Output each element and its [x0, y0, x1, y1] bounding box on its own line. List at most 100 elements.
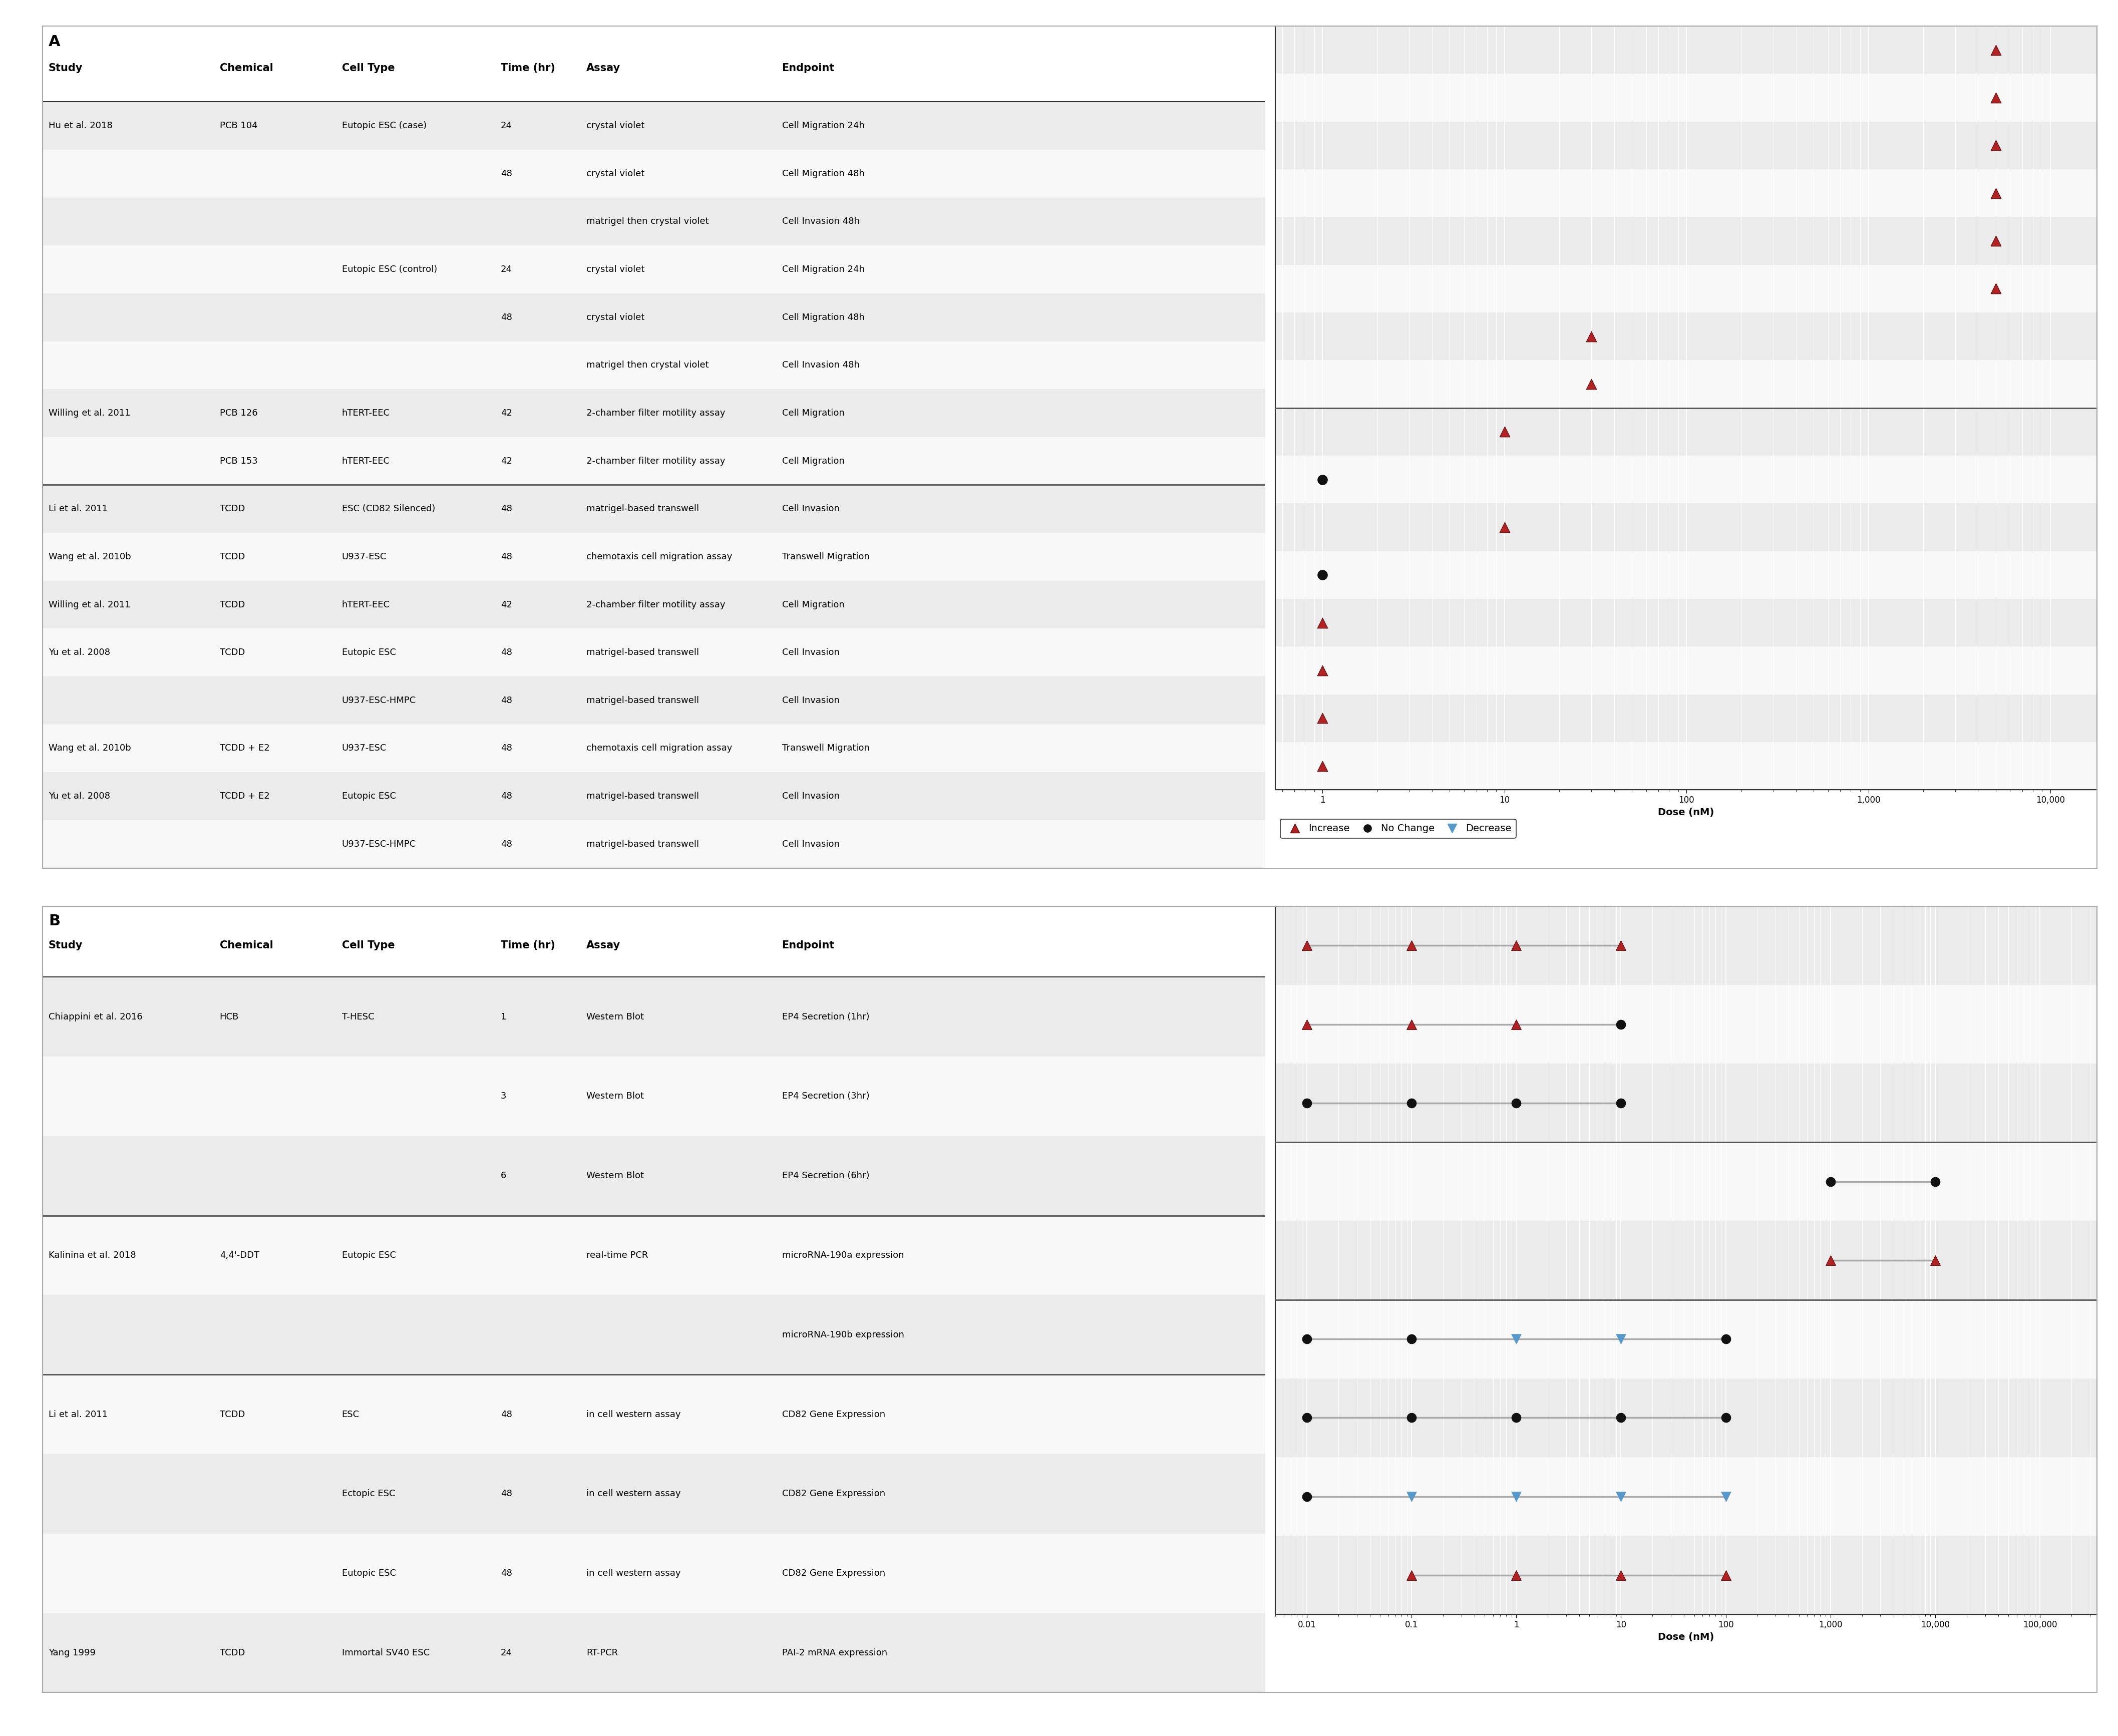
Point [1394, 1010, 1428, 1038]
Text: 48: 48 [500, 648, 513, 656]
Text: B: B [49, 915, 59, 929]
Text: PAI-2 mRNA expression: PAI-2 mRNA expression [782, 1649, 887, 1658]
Text: 48: 48 [500, 312, 513, 321]
Text: matrigel-based transwell: matrigel-based transwell [587, 505, 699, 514]
Text: matrigel-based transwell: matrigel-based transwell [587, 792, 699, 800]
Text: TCDD: TCDD [220, 1410, 246, 1418]
Text: TCDD + E2: TCDD + E2 [220, 792, 269, 800]
Text: TCDD: TCDD [220, 601, 246, 609]
Text: Cell Migration: Cell Migration [782, 408, 845, 418]
Bar [1275, 1536, 2097, 1614]
Point [1290, 1088, 1324, 1116]
Text: microRNA-190a expression: microRNA-190a expression [782, 1250, 904, 1260]
Bar [1275, 75, 2097, 122]
Text: Cell Invasion: Cell Invasion [782, 792, 839, 800]
Point [1500, 932, 1533, 960]
Bar [1275, 1064, 2097, 1142]
Text: matrigel-based transwell: matrigel-based transwell [587, 696, 699, 705]
Text: TCDD: TCDD [220, 505, 246, 514]
Point [1603, 1325, 1637, 1352]
Text: EP4 Secretion (3hr): EP4 Secretion (3hr) [782, 1092, 868, 1101]
Text: 24: 24 [500, 266, 513, 274]
Text: U937-ESC: U937-ESC [341, 552, 388, 561]
Bar [42, 245, 1264, 293]
Text: 3: 3 [500, 1092, 506, 1101]
Text: 48: 48 [500, 552, 513, 561]
Point [1919, 1246, 1953, 1274]
Text: Yu et al. 2008: Yu et al. 2008 [49, 792, 110, 800]
Text: crystal violet: crystal violet [587, 266, 644, 274]
Text: U937-ESC-HMPC: U937-ESC-HMPC [341, 696, 415, 705]
Point [1394, 1404, 1428, 1432]
Point [1574, 370, 1608, 398]
Text: ESC (CD82 Silenced): ESC (CD82 Silenced) [341, 505, 434, 514]
Text: Endpoint: Endpoint [782, 62, 834, 73]
Text: HCB: HCB [220, 1012, 239, 1021]
Text: Li et al. 2011: Li et al. 2011 [49, 505, 108, 514]
Text: Assay: Assay [587, 62, 621, 73]
X-axis label: Dose (nM): Dose (nM) [1658, 807, 1713, 818]
Text: 42: 42 [500, 457, 513, 465]
Text: 2-chamber filter motility assay: 2-chamber filter motility assay [587, 457, 724, 465]
Text: Cell Invasion: Cell Invasion [782, 696, 839, 705]
Text: hTERT-EEC: hTERT-EEC [341, 408, 390, 418]
Bar [1275, 264, 2097, 312]
Text: 1: 1 [500, 1012, 506, 1021]
Text: 42: 42 [500, 601, 513, 609]
Point [1603, 1561, 1637, 1588]
Text: EP4 Secretion (1hr): EP4 Secretion (1hr) [782, 1012, 868, 1021]
Bar [42, 1295, 1264, 1375]
Text: matrigel then crystal violet: matrigel then crystal violet [587, 361, 710, 370]
Bar [42, 198, 1264, 245]
Text: Study: Study [49, 941, 83, 951]
Text: hTERT-EEC: hTERT-EEC [341, 601, 390, 609]
Point [1290, 1404, 1324, 1432]
Bar [1275, 122, 2097, 168]
Bar [42, 1613, 1264, 1693]
Bar [42, 102, 1264, 149]
Text: Chemical: Chemical [220, 62, 273, 73]
Text: Assay: Assay [587, 941, 621, 951]
Text: T-HESC: T-HESC [341, 1012, 375, 1021]
Bar [42, 293, 1264, 342]
Point [1500, 1404, 1533, 1432]
Text: Kalinina et al. 2018: Kalinina et al. 2018 [49, 1250, 136, 1260]
Text: CD82 Gene Expression: CD82 Gene Expression [782, 1569, 885, 1578]
Text: Cell Invasion 48h: Cell Invasion 48h [782, 361, 860, 370]
Text: Eutopic ESC: Eutopic ESC [341, 1569, 396, 1578]
Bar [42, 1057, 1264, 1135]
Bar [42, 580, 1264, 628]
Point [1487, 418, 1521, 446]
Bar [1275, 312, 2097, 361]
Point [1709, 1404, 1743, 1432]
Bar [1275, 408, 2097, 455]
Point [1709, 1325, 1743, 1352]
Text: 48: 48 [500, 1569, 513, 1578]
Bar [42, 819, 1264, 868]
Point [1394, 1561, 1428, 1588]
Text: Western Blot: Western Blot [587, 1092, 644, 1101]
Bar [1275, 743, 2097, 790]
Text: Wang et al. 2010b: Wang et al. 2010b [49, 743, 131, 753]
Bar [42, 1533, 1264, 1613]
Text: 2-chamber filter motility assay: 2-chamber filter motility assay [587, 601, 724, 609]
Bar [1275, 361, 2097, 408]
Text: PCB 126: PCB 126 [220, 408, 258, 418]
Bar [1275, 599, 2097, 646]
Bar [1275, 694, 2097, 743]
Text: crystal violet: crystal violet [587, 122, 644, 130]
Bar [1275, 1142, 2097, 1220]
Text: Chemical: Chemical [220, 941, 273, 951]
Point [1978, 36, 2012, 64]
Point [1290, 932, 1324, 960]
X-axis label: Dose (nM): Dose (nM) [1658, 1632, 1713, 1642]
Text: Cell Migration 48h: Cell Migration 48h [782, 168, 864, 179]
Text: hTERT-EEC: hTERT-EEC [341, 457, 390, 465]
Text: Time (hr): Time (hr) [500, 62, 555, 73]
Text: TCDD: TCDD [220, 1649, 246, 1658]
Bar [1275, 217, 2097, 264]
Text: crystal violet: crystal violet [587, 168, 644, 179]
Bar [1275, 503, 2097, 550]
Text: chemotaxis cell migration assay: chemotaxis cell migration assay [587, 552, 733, 561]
Text: Cell Invasion 48h: Cell Invasion 48h [782, 217, 860, 226]
